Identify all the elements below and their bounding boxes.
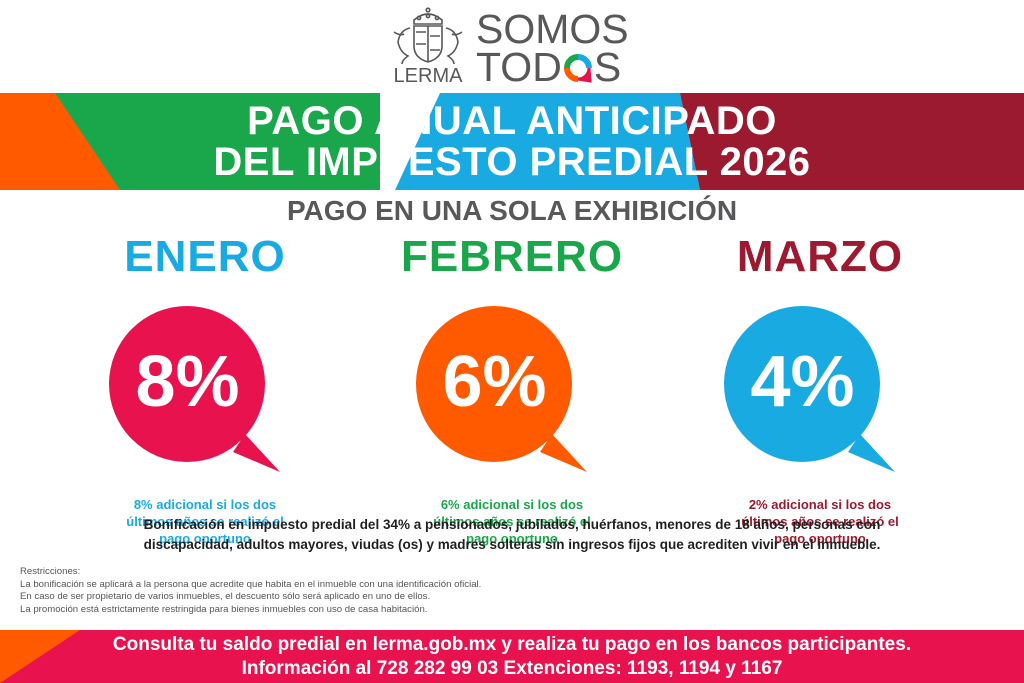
discount-percent: 8%: [135, 342, 240, 422]
banner-title-line1: PAGO ANUAL ANTICIPADO: [247, 99, 777, 143]
banner-background: [0, 93, 1024, 190]
additional-discount-note: 2% adicional si los dos últimos años se …: [741, 497, 899, 546]
todos-text-start: TOD: [476, 44, 562, 90]
month-card-marzo: MARZO 4% 2% adicional si los dos últimos…: [670, 232, 970, 547]
banner-title-line2: DEL IMPUESTO PREDIAL 2026: [213, 140, 811, 184]
speech-circle-icon: [109, 306, 280, 472]
month-name: FEBRERO: [400, 232, 624, 281]
restrictions-title: Restricciones:: [20, 566, 81, 577]
restriction-item: La promoción está estrictamente restring…: [20, 603, 428, 615]
month-name: ENERO: [124, 232, 286, 281]
todos-text-end: S: [593, 44, 622, 90]
month-card-enero: ENERO 8% 8% adicional si los dos últimos…: [55, 232, 355, 547]
month-name: MARZO: [736, 232, 904, 281]
lerma-logo: LERMA: [386, 6, 470, 87]
speech-circle-icon: [416, 306, 587, 472]
discount-percent: 6%: [442, 342, 547, 422]
discount-badge: 4%: [720, 302, 920, 502]
lerma-label: LERMA: [394, 65, 464, 84]
speech-bubble-o-icon: [563, 50, 593, 83]
title-banner: PAGO ANUAL ANTICIPADO DEL IMPUESTO PREDI…: [0, 93, 1024, 190]
restriction-item: En caso de ser propietario de varios inm…: [20, 591, 431, 602]
discount-badge: 8%: [105, 302, 305, 502]
discount-percent: 4%: [750, 342, 855, 422]
footer-banner: Consulta tu saldo predial en lerma.gob.m…: [0, 630, 1024, 683]
footer-background: [0, 630, 1024, 683]
speech-circle-icon: [724, 306, 895, 472]
payment-subtitle: PAGO EN UNA SOLA EXHIBICIÓN: [286, 195, 738, 226]
additional-discount-note: 6% adicional si los dos últimos años se …: [433, 497, 591, 546]
coat-of-arms-icon: LERMA: [394, 7, 464, 87]
bonus-paragraph: Bonificación en impuesto predial del 34%…: [143, 517, 881, 552]
month-card-febrero: FEBRERO 6% 6% adicional si los dos últim…: [362, 232, 662, 547]
footer-line2: Información al 728 282 99 03 Extenciones…: [241, 658, 783, 679]
somos-text: SOMOS: [476, 6, 629, 52]
footer-line1: Consulta tu saldo predial en lerma.gob.m…: [112, 634, 912, 655]
discount-badge: 6%: [412, 302, 612, 502]
restriction-item: La bonificación se aplicará a la persona…: [20, 578, 482, 590]
somos-todos-logo: SOMOS TOD S: [476, 6, 646, 88]
additional-discount-note: 8% adicional si los dos últimos años se …: [126, 497, 284, 546]
restrictions-section: Restricciones: La bonificación se aplica…: [20, 566, 740, 616]
